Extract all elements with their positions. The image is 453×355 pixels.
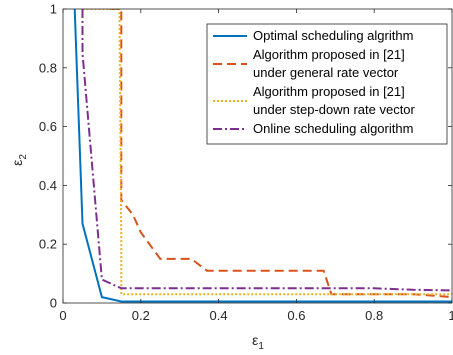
legend-label-4: Online scheduling algorithm [253,121,413,136]
legend-label-3: Algorithm proposed in [21] [253,84,405,99]
legend-label-3: under step-down rate vector [253,102,416,117]
y-tick-label: 0.4 [39,178,57,193]
legend: Optimal scheduling algrithm Algorithm pro… [206,23,448,145]
legend-label-1: Optimal scheduling algrithm [253,28,413,43]
legend-box [206,23,448,145]
y-axis-label: ε2 [9,154,29,166]
y-axis-label-subscript: 2 [18,154,29,160]
legend-label-2: Algorithm proposed in [21] [253,47,405,62]
x-tick-label: 0.2 [132,308,150,323]
plot-frame [62,8,453,304]
x-tick-label: 1 [448,308,453,323]
x-axis-label: ε1 [252,332,264,352]
y-axis-label-main: ε [9,160,25,166]
x-tick-label: 0.8 [365,308,383,323]
y-tick-label: 0.8 [39,60,57,75]
legend-label-2: under general rate vector [253,65,399,80]
y-tick-label: 0.2 [39,237,57,252]
y-tick-label: 0.6 [39,119,57,134]
x-tick-label: 0.4 [210,308,228,323]
series-line-2 [109,9,452,299]
series-line-3 [82,9,452,296]
x-tick-label: 0.6 [287,308,305,323]
x-tick-label: 0 [59,308,66,323]
y-tick-label: 0 [50,296,57,311]
y-tick-label: 1 [50,2,57,17]
series-line-4 [81,9,452,292]
x-axis-label-main: ε [252,332,258,348]
axes-layer: 0 0.2 0.4 0.6 0.8 1 0 0.2 0.4 0.6 0.8 1 [39,2,453,324]
x-axis-label-subscript: 1 [258,341,264,352]
